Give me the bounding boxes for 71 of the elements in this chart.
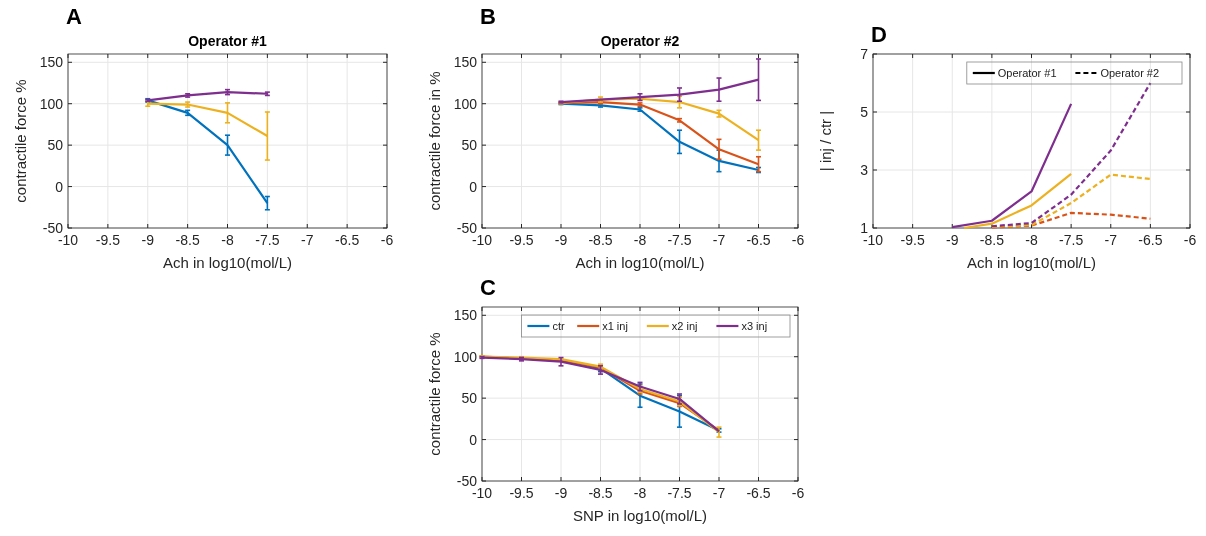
x-tick-label: -7 xyxy=(1104,232,1118,248)
x-axis-title: Ach in log10(mol/L) xyxy=(966,254,1097,271)
x-tick-label: -9 xyxy=(946,232,959,248)
x-tick-label: -6.5 xyxy=(746,232,771,248)
y-tick-label: 100 xyxy=(453,348,478,365)
line-series xyxy=(990,173,1152,228)
x-tick-label: -7 xyxy=(301,232,314,248)
x-tick-label: -8.5 xyxy=(979,232,1005,248)
x-tick-label: -6.5 xyxy=(746,485,771,501)
y-axis-title: contractile force in % xyxy=(426,71,443,211)
x-tick-label: -8.5 xyxy=(175,232,200,248)
x-tick-label: -7.5 xyxy=(255,232,280,248)
x-tick-label: -7.5 xyxy=(667,485,692,501)
y-tick-label: 3 xyxy=(860,162,869,178)
y-tick-label: 0 xyxy=(469,431,478,448)
y-tick-label: 100 xyxy=(39,95,64,112)
y-tick-label: 150 xyxy=(39,54,64,71)
y-tick-label: 150 xyxy=(453,54,478,71)
y-tick-label: 50 xyxy=(47,137,64,154)
x-tick-label: -6.5 xyxy=(335,232,360,248)
x-tick-label: -7 xyxy=(712,232,726,248)
x-axis-title: Ach in log10(mol/L) xyxy=(162,254,293,271)
series-label: Operator #2 xyxy=(1100,67,1160,79)
x-tick-label: -8 xyxy=(221,232,234,248)
x-tick-label: -8 xyxy=(1025,232,1038,248)
chart-title: Operator #2 xyxy=(600,33,680,49)
y-axis-title: | inj / ctr | xyxy=(817,110,834,172)
chart-title: Operator #1 xyxy=(188,33,267,49)
legend-label: x3 inj xyxy=(741,320,768,332)
y-tick-label: 0 xyxy=(469,178,478,195)
x-tick-label: -9.5 xyxy=(95,232,121,248)
line-series xyxy=(963,172,1073,230)
y-axis-title: contractile force % xyxy=(12,79,29,203)
x-tick-label: -9.5 xyxy=(509,485,534,501)
x-tick-label: -9.5 xyxy=(900,232,925,248)
x-tick-label: -8.5 xyxy=(588,485,613,501)
x-tick-label: -9 xyxy=(554,485,568,501)
text: D xyxy=(871,22,887,47)
y-tick-label: 7 xyxy=(860,46,869,62)
text: C xyxy=(480,275,496,300)
y-tick-label: 150 xyxy=(453,307,478,324)
x-axis-title: SNP in log10(mol/L) xyxy=(573,507,707,524)
y-tick-label: 50 xyxy=(461,137,478,154)
x-axis-title: Ach in log10(mol/L) xyxy=(575,254,705,271)
x-tick-label: -7 xyxy=(712,485,726,501)
x-tick-label: -6.5 xyxy=(1138,232,1163,248)
y-tick-label: 50 xyxy=(461,390,478,407)
x-tick-label: -6 xyxy=(1183,232,1197,248)
x-tick-label: -8 xyxy=(633,232,647,248)
x-tick-label: -9 xyxy=(554,232,568,248)
text: B xyxy=(480,4,496,29)
line-series xyxy=(990,81,1152,228)
y-tick-label: 0 xyxy=(55,178,64,195)
x-tick-label: -6 xyxy=(791,485,805,501)
y-tick-label: 5 xyxy=(860,104,869,120)
y-tick-label: 100 xyxy=(453,95,478,112)
legend-label: ctr xyxy=(552,320,565,332)
x-tick-label: -7.5 xyxy=(1059,232,1084,248)
legend-label: x2 inj xyxy=(671,320,698,332)
x-tick-label: -8 xyxy=(633,485,647,501)
text: A xyxy=(66,4,82,29)
line-series xyxy=(951,102,1073,229)
x-tick-label: -9 xyxy=(141,232,155,248)
legend-label: x1 inj xyxy=(602,320,628,332)
x-tick-label: -6 xyxy=(791,232,805,248)
x-tick-label: -6 xyxy=(380,232,394,248)
x-tick-label: -7.5 xyxy=(667,232,692,248)
x-tick-label: -9.5 xyxy=(509,232,534,248)
x-tick-label: -8.5 xyxy=(588,232,613,248)
text: Operator #1 xyxy=(997,67,1057,79)
y-axis-title: contractile force % xyxy=(426,332,443,456)
